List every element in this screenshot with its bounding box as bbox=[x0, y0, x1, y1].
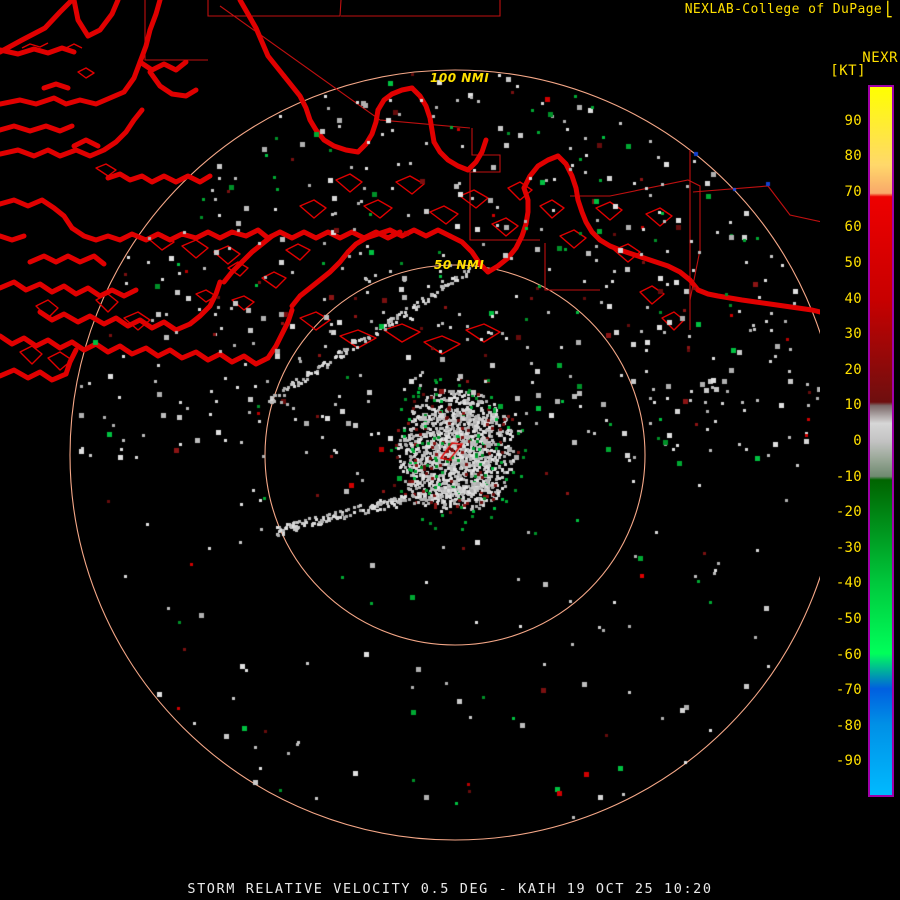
legend-tick-40: 40 bbox=[844, 290, 862, 307]
legend-title: NEXR bbox=[862, 50, 898, 66]
legend-tick-50: 50 bbox=[844, 255, 862, 271]
legend-tick-10: 10 bbox=[844, 397, 862, 414]
legend-tick-20: 20 bbox=[844, 361, 862, 378]
legend-tick-neg40: -40 bbox=[835, 575, 862, 592]
legend-tick-neg80: -80 bbox=[835, 717, 862, 734]
legend-tick-80: 80 bbox=[844, 148, 862, 165]
legend-tick-60: 60 bbox=[844, 219, 862, 236]
legend-tick-30: 30 bbox=[844, 326, 862, 343]
radar-map-area[interactable]: 100 NMI 50 NMI bbox=[0, 0, 820, 880]
legend-units: [KT] bbox=[830, 63, 866, 79]
velocity-legend: NEXR [KT] 90 80 70 60 50 40 30 20 10 0 -10 -20 -30 -4… bbox=[826, 0, 900, 880]
legend-tick-neg20: -20 bbox=[835, 504, 862, 521]
colorbar-gradient bbox=[870, 87, 892, 795]
radar-echo-layer bbox=[0, 0, 820, 880]
colorbar-frame[interactable] bbox=[868, 85, 894, 797]
legend-tick-90: 90 bbox=[844, 112, 862, 129]
provider-credit[interactable]: NEXLAB-College of DuPage ⎣ bbox=[685, 2, 894, 17]
provider-credit-text: NEXLAB-College of DuPage bbox=[684, 2, 883, 17]
legend-tick-neg90: -90 bbox=[835, 753, 862, 770]
legend-tick-70: 70 bbox=[844, 183, 862, 200]
product-status-line: STORM RELATIVE VELOCITY 0.5 DEG - KAIH 1… bbox=[187, 881, 713, 897]
legend-tick-0: 0 bbox=[853, 433, 862, 449]
legend-tick-neg50: -50 bbox=[835, 611, 862, 627]
range-ring-label-100nmi: 100 NMI bbox=[430, 71, 490, 85]
dupage-flag-icon: ⎣ bbox=[885, 2, 894, 18]
legend-tick-neg70: -70 bbox=[835, 682, 862, 699]
legend-tick-neg10: -10 bbox=[835, 468, 862, 485]
legend-tick-neg30: -30 bbox=[835, 539, 862, 556]
range-ring-label-50nmi: 50 NMI bbox=[434, 258, 485, 272]
legend-tick-neg60: -60 bbox=[835, 646, 862, 663]
